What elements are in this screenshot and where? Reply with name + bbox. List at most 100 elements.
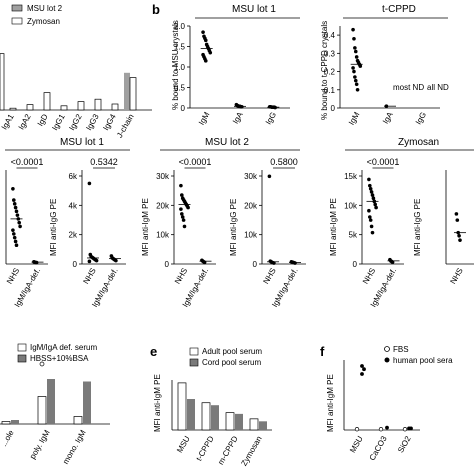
tick-a-IgG2: IgG2 xyxy=(67,112,84,132)
zym-left-point-0-13 xyxy=(370,230,375,235)
c-mid-point-1-5 xyxy=(114,258,118,263)
tick-a-IgD: IgD xyxy=(36,112,50,127)
d-left-point-0-10 xyxy=(180,212,184,216)
legend-marker-fbs xyxy=(384,346,390,352)
panel-e-ylabel: MFI anti-IgM PE xyxy=(153,374,162,432)
panel-f-plot: MSU CaCO3 SiO2 xyxy=(348,364,413,462)
panel-c-title: MSU lot 1 xyxy=(60,137,104,148)
b-left-ytick-label-0: 0 xyxy=(181,104,186,113)
b-right-point-IgM-3 xyxy=(353,49,358,54)
c-left-point-0-0 xyxy=(11,187,15,191)
d-left-xtick-0: NHS xyxy=(173,267,189,286)
bar-e-cord-t-CPPD xyxy=(211,405,219,430)
bar-a-zymosan-IgG3 xyxy=(94,98,102,111)
c-mid-ytick-label-2: 4k xyxy=(69,201,78,210)
zym-left-point-0-12 xyxy=(369,224,374,229)
zym-left-ytick-label-1: 5k xyxy=(349,231,358,240)
bar-a-zymosan-J-chain xyxy=(129,77,137,111)
b-right-point-IgM-10 xyxy=(352,69,356,74)
panel-b-note-all-nd: all ND xyxy=(427,83,449,92)
tick-e-m-CPPD: m-CPPD xyxy=(216,434,240,466)
d-right-point-1-4 xyxy=(293,261,297,265)
point-f-fbs-2 xyxy=(402,427,408,432)
point-f-human-0 xyxy=(360,364,364,368)
d-right-ylabel: MFI anti-IgG PE xyxy=(229,199,238,256)
zym-left-xtick-0: NHS xyxy=(361,267,377,286)
legend-label-human-pool: human pool sera xyxy=(393,356,453,365)
bar-a-partial xyxy=(0,53,5,111)
b-right-point-IgM-8 xyxy=(358,64,363,68)
b-left-ytick-label-3: 1.5 xyxy=(174,43,186,52)
b-left-point-IgA-6 xyxy=(240,104,244,109)
panel-a: MSU lot 2 Zymosan IgA1 IgA2 IgD IgG1 IgG2 IgG… xyxy=(0,4,152,139)
tick-e-t-CPPD: t-CPPD xyxy=(194,434,215,462)
d-left-point-0-12 xyxy=(181,218,186,222)
b-left-point-IgM-12 xyxy=(203,59,208,63)
zym-left-significance: <0.0001 xyxy=(367,157,400,167)
bar-a-zymosan-IgD xyxy=(43,92,51,111)
b-left-point-IgG-6 xyxy=(273,105,277,110)
b-right-ytick-label-0: 0 xyxy=(331,104,336,113)
zym-left-ytick-label-3: 15k xyxy=(344,172,358,181)
c-left-xtick-0: NHS xyxy=(5,267,21,286)
b-left-point-IgM-0 xyxy=(201,30,205,34)
b-right-plot: 0 0.1 0.2 0.3 0.4 IgM IgA IgG xyxy=(324,26,440,127)
b-left-ytick-label-2: 1.0 xyxy=(174,63,186,72)
c-left-point-0-7 xyxy=(17,220,22,225)
panel-b-right-ylabel: % bound to t-CPPD crystals xyxy=(320,21,329,120)
panel-a-bars xyxy=(0,53,137,111)
tick-ll-2: mono. IgM xyxy=(61,428,88,466)
b-right-xtick-IgA: IgA xyxy=(381,110,395,125)
point-f-human-5 xyxy=(407,426,411,431)
zym-right-point-0-0 xyxy=(454,212,459,216)
zym-left-point-0-9 xyxy=(367,208,371,213)
b-left-point-IgM-3 xyxy=(203,38,208,43)
c-mid-ytick-label-0: 0 xyxy=(73,260,78,269)
bar-e-cord-MSU xyxy=(187,399,195,430)
panel-lower-left: IgM/IgA def. serum HBSS+10%BSA ...ole pol… xyxy=(0,343,110,466)
b-right-point-IgM-12 xyxy=(353,78,358,83)
d-left-ytick-label-2: 20k xyxy=(156,201,170,210)
legend-marker-human-pool xyxy=(384,357,390,363)
b-left-plot: 0 0.5 1.0 1.5 2.0 IgM IgA IgG xyxy=(174,22,290,127)
legend-swatch-hbss xyxy=(17,354,27,363)
c-mid-point-0-9 xyxy=(87,259,92,264)
b-left-xtick-IgM: IgM xyxy=(197,110,212,126)
d-left-ytick-label-3: 30k xyxy=(156,172,170,181)
c-left-point-0-9 xyxy=(11,228,15,232)
panel-b: b MSU lot 1 t-CPPD % bound to MSU crysta… xyxy=(152,2,449,127)
zym-left-ylabel: MFI anti-IgM PE xyxy=(329,198,338,256)
bar-a-msu-J-chain xyxy=(124,72,130,110)
tick-f-0: MSU xyxy=(348,434,365,454)
bar-a-zymosan-IgG1 xyxy=(60,105,68,111)
panel-e-label: e xyxy=(150,344,157,359)
b-right-xtick-IgM: IgM xyxy=(347,110,362,126)
c-left-point-0-8 xyxy=(18,224,22,229)
panel-d-title: MSU lot 2 xyxy=(205,137,249,148)
c-left-significance: <0.0001 xyxy=(11,157,44,167)
c-left-point-0-13 xyxy=(14,243,19,247)
legend-label-adult: Adult pool serum xyxy=(202,347,262,356)
tick-a-IgG1: IgG1 xyxy=(50,112,67,132)
point-f-fbs-0 xyxy=(354,427,360,432)
bar-e-adult-m-CPPD xyxy=(225,412,235,431)
tick-a-IgG3: IgG3 xyxy=(84,112,101,132)
panel-b-left-ylabel: % bound to MSU crystals xyxy=(171,20,180,110)
bar-ll-hbss-2 xyxy=(83,381,91,424)
c-left-point-0-2 xyxy=(12,202,17,206)
panel-f: f FBS human pool sera MFI anti-IgM PE MS… xyxy=(320,344,453,462)
bar-e-adult-t-CPPD xyxy=(201,402,211,431)
d-left-point-0-0 xyxy=(179,183,183,188)
b-left-ytick-label-4: 2.0 xyxy=(174,22,186,31)
point-f-human-2 xyxy=(360,372,364,376)
b-left-point-IgM-8 xyxy=(208,50,213,55)
zym-right-point-0-3 xyxy=(457,234,461,238)
legend-swatch-cord xyxy=(189,358,199,367)
zym-left-point-0-1 xyxy=(368,183,372,188)
legend-swatch-adult xyxy=(189,347,199,356)
c-mid-point-0-0 xyxy=(87,181,92,186)
bar-ll-serum-2 xyxy=(73,416,83,425)
